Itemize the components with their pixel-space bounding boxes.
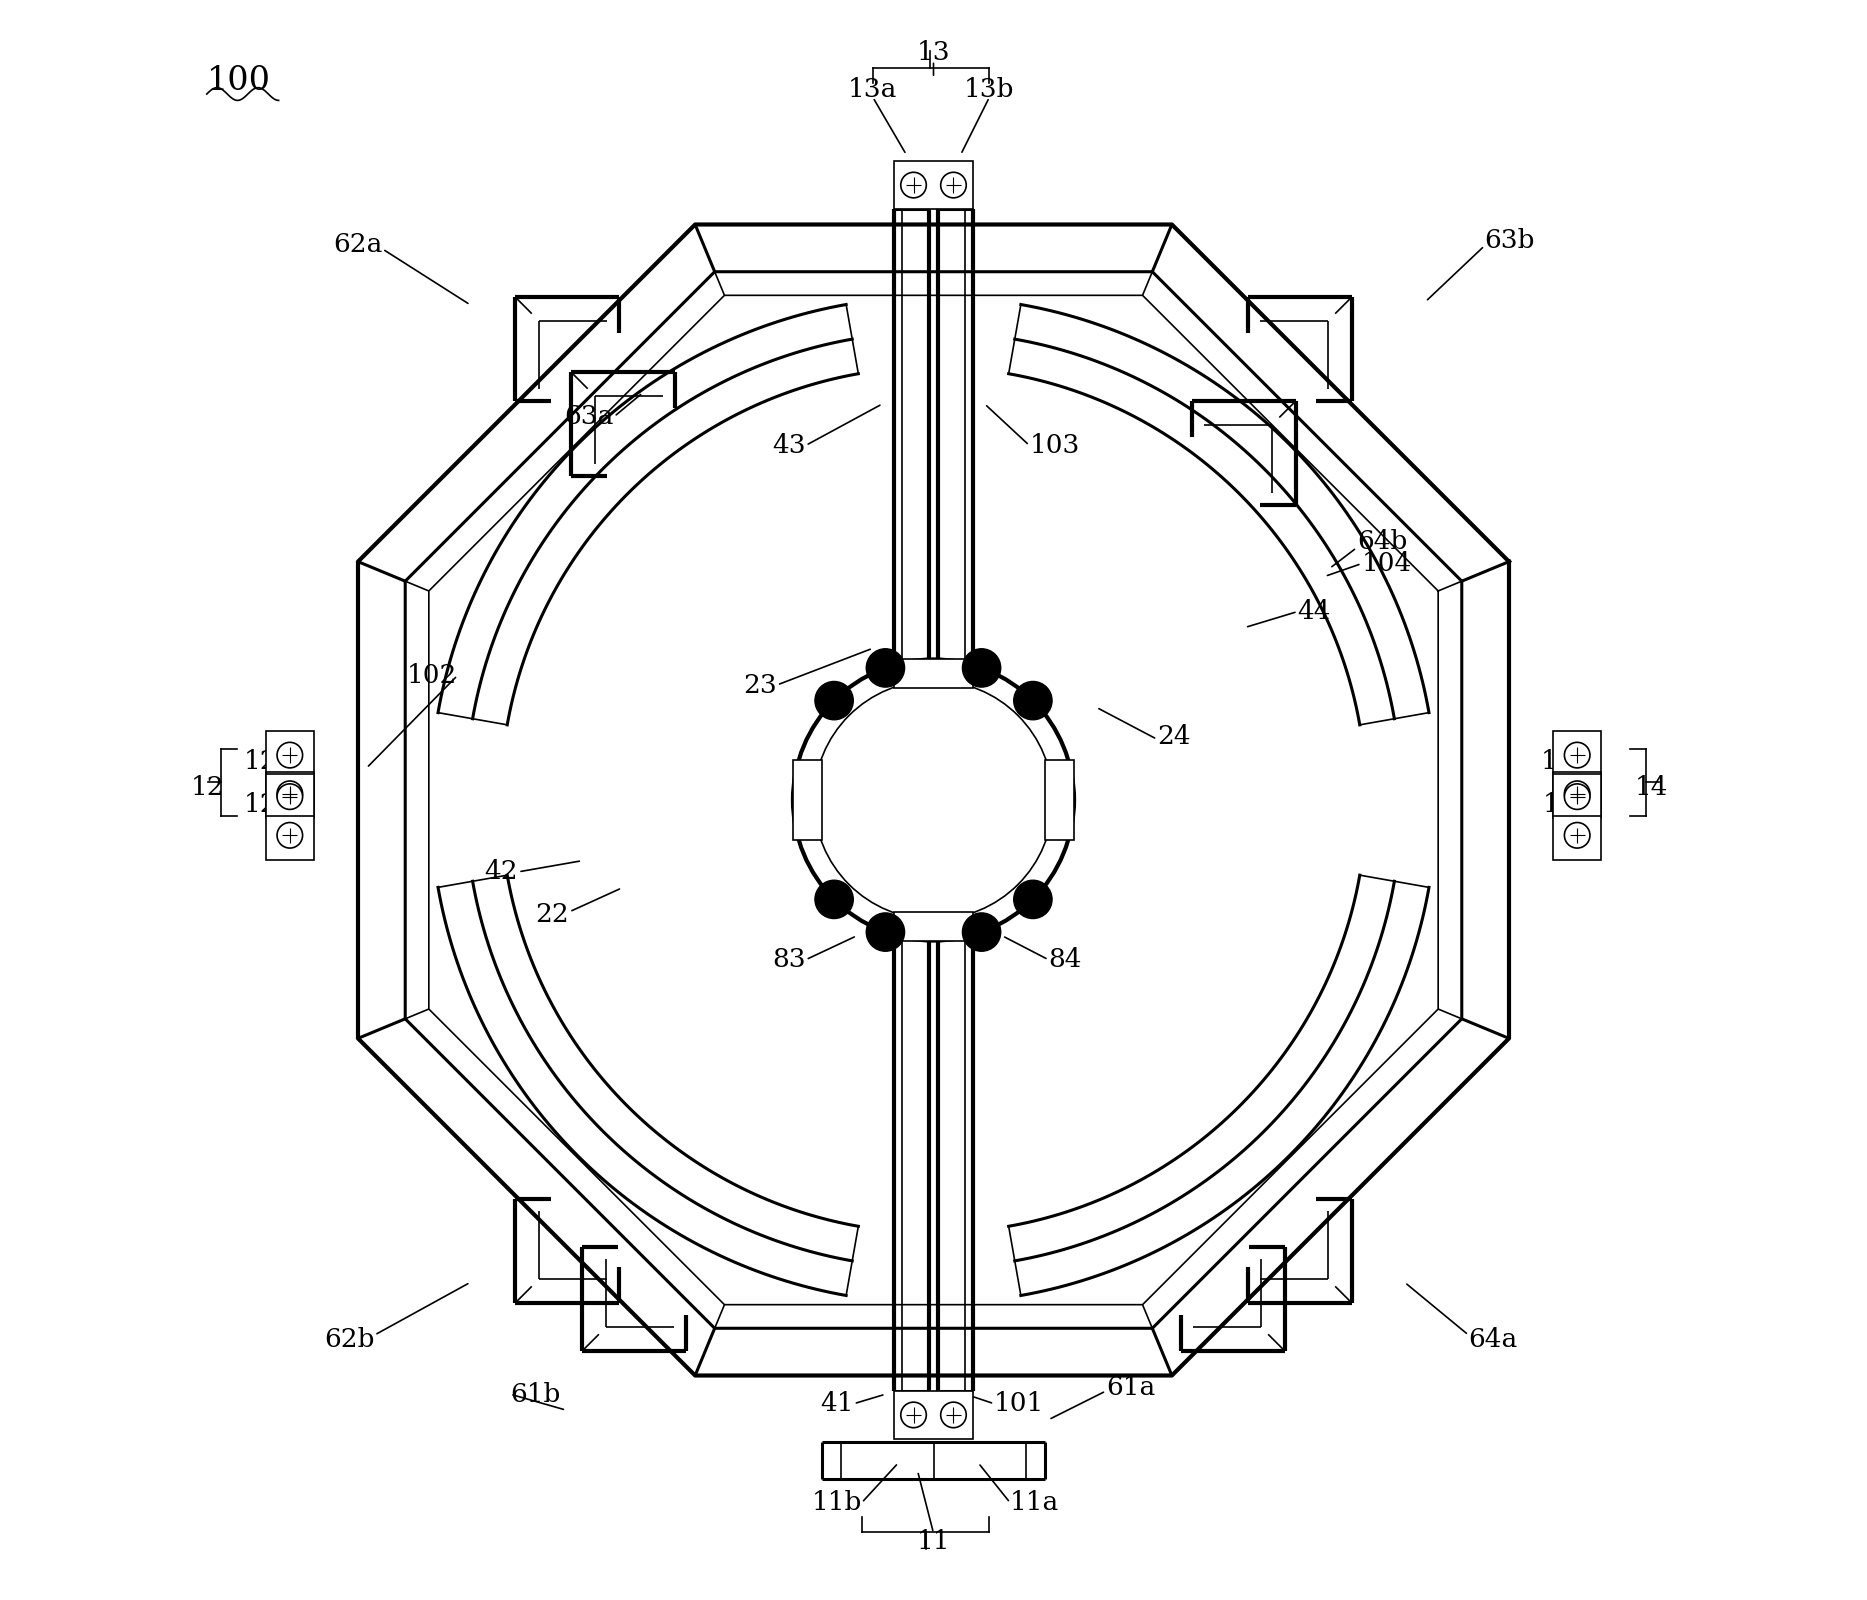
Bar (894, 912, 973, 941)
Bar (894, 162, 973, 210)
Text: 104: 104 (1361, 550, 1411, 576)
Text: 62a: 62a (332, 232, 383, 256)
Text: 24: 24 (1158, 723, 1191, 749)
Text: 12: 12 (190, 774, 224, 800)
Circle shape (941, 173, 967, 198)
Text: 14a: 14a (1542, 792, 1591, 818)
Text: 103: 103 (1029, 434, 1079, 458)
Text: 21: 21 (892, 1392, 926, 1416)
Text: 22: 22 (536, 902, 569, 928)
Bar (894, 1390, 973, 1438)
Bar (265, 731, 314, 818)
Bar (1553, 773, 1602, 859)
Text: 84: 84 (1049, 947, 1083, 973)
Circle shape (793, 659, 1074, 941)
Circle shape (866, 648, 905, 686)
Bar (894, 659, 973, 688)
Circle shape (1014, 682, 1051, 720)
Text: 83: 83 (773, 947, 807, 973)
Circle shape (1565, 742, 1591, 768)
Text: 23: 23 (743, 672, 777, 698)
Text: 44: 44 (1298, 598, 1331, 624)
Text: 111: 111 (909, 790, 958, 816)
Bar (793, 760, 821, 840)
Text: 81: 81 (792, 758, 825, 784)
Text: 61b: 61b (510, 1382, 560, 1406)
Text: 64a: 64a (1469, 1328, 1518, 1352)
Circle shape (900, 173, 926, 198)
Bar (1046, 760, 1074, 840)
Text: 42: 42 (485, 859, 519, 885)
Text: 82: 82 (1042, 758, 1075, 784)
Text: 13: 13 (917, 40, 950, 66)
Text: 14: 14 (1635, 774, 1669, 800)
Circle shape (962, 914, 1001, 952)
Circle shape (900, 1402, 926, 1427)
Text: 100: 100 (207, 66, 271, 98)
Text: 13a: 13a (848, 77, 898, 102)
Circle shape (941, 1402, 967, 1427)
Text: 11b: 11b (812, 1490, 863, 1515)
Text: 63b: 63b (1484, 229, 1535, 253)
Circle shape (276, 784, 302, 810)
Text: 64b: 64b (1357, 528, 1408, 554)
Circle shape (1565, 784, 1591, 810)
Circle shape (816, 880, 853, 918)
Text: 41: 41 (820, 1392, 853, 1416)
Circle shape (1014, 880, 1051, 918)
Bar (265, 773, 314, 859)
Circle shape (962, 648, 1001, 686)
Text: 63a: 63a (564, 405, 614, 429)
Circle shape (814, 680, 1053, 920)
Circle shape (816, 682, 853, 720)
Circle shape (1565, 822, 1591, 848)
Text: 11a: 11a (1010, 1490, 1059, 1515)
Text: 13b: 13b (963, 77, 1014, 102)
Text: 12a: 12a (243, 792, 293, 818)
Text: 14b: 14b (1540, 749, 1591, 774)
Circle shape (276, 822, 302, 848)
Text: 43: 43 (773, 434, 807, 458)
Text: 102: 102 (407, 662, 457, 688)
Circle shape (1565, 781, 1591, 806)
Text: 12b: 12b (243, 749, 293, 774)
Circle shape (276, 742, 302, 768)
Bar (1553, 731, 1602, 818)
Circle shape (866, 914, 905, 952)
Circle shape (276, 781, 302, 806)
Text: 101: 101 (995, 1392, 1044, 1416)
Text: 61a: 61a (1105, 1376, 1156, 1400)
Text: 11: 11 (917, 1528, 950, 1554)
Text: 62b: 62b (325, 1328, 375, 1352)
